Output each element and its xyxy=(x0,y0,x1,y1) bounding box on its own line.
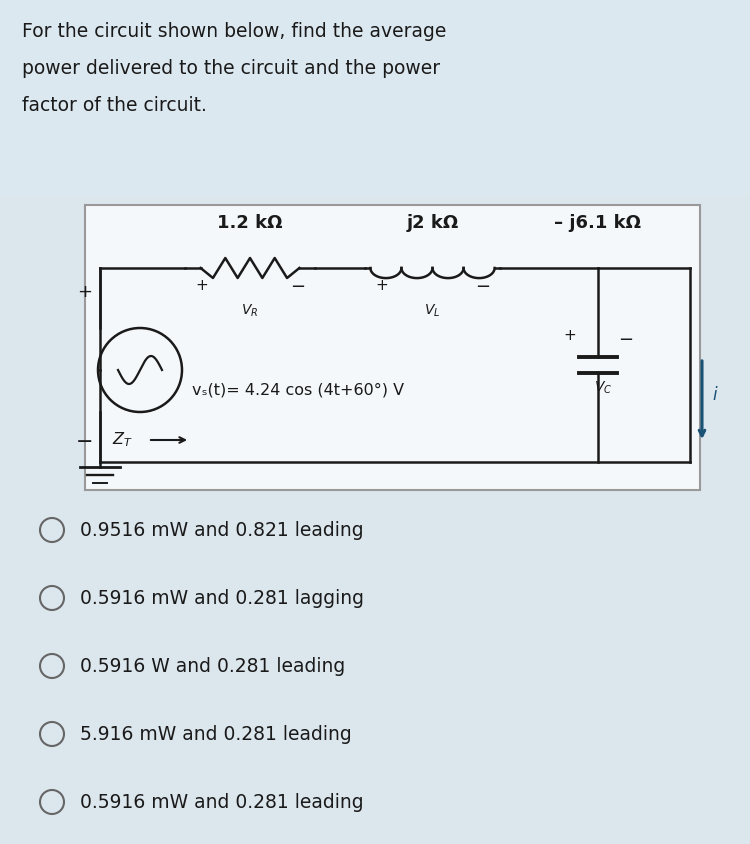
Text: – j6.1 kΩ: – j6.1 kΩ xyxy=(554,214,641,232)
Text: −: − xyxy=(290,278,305,296)
Text: For the circuit shown below, find the average
power delivered to the circuit and: For the circuit shown below, find the av… xyxy=(22,22,446,115)
Text: $V_C$: $V_C$ xyxy=(594,380,612,397)
Text: j2 kΩ: j2 kΩ xyxy=(406,214,458,232)
Text: $i$: $i$ xyxy=(712,386,718,404)
Text: 0.5916 mW and 0.281 leading: 0.5916 mW and 0.281 leading xyxy=(80,793,364,811)
Text: +: + xyxy=(375,278,388,293)
Text: −: − xyxy=(619,331,634,349)
Text: 1.2 kΩ: 1.2 kΩ xyxy=(217,214,283,232)
Text: +: + xyxy=(564,327,576,343)
Text: 5.916 mW and 0.281 leading: 5.916 mW and 0.281 leading xyxy=(80,724,352,744)
Text: −: − xyxy=(475,278,490,296)
Text: $Z_T$: $Z_T$ xyxy=(112,430,133,449)
Text: $V_R$: $V_R$ xyxy=(242,303,259,319)
Text: −: − xyxy=(76,432,94,452)
Text: $V_L$: $V_L$ xyxy=(424,303,441,319)
Text: 0.5916 mW and 0.281 lagging: 0.5916 mW and 0.281 lagging xyxy=(80,588,364,608)
FancyBboxPatch shape xyxy=(0,0,750,195)
Text: vₛ(t)= 4.24 cos (4t+60°) V: vₛ(t)= 4.24 cos (4t+60°) V xyxy=(192,382,404,398)
Text: +: + xyxy=(77,283,92,301)
Text: 0.5916 W and 0.281 leading: 0.5916 W and 0.281 leading xyxy=(80,657,345,675)
FancyBboxPatch shape xyxy=(85,205,700,490)
Text: +: + xyxy=(195,278,208,293)
Text: 0.9516 mW and 0.821 leading: 0.9516 mW and 0.821 leading xyxy=(80,521,364,539)
